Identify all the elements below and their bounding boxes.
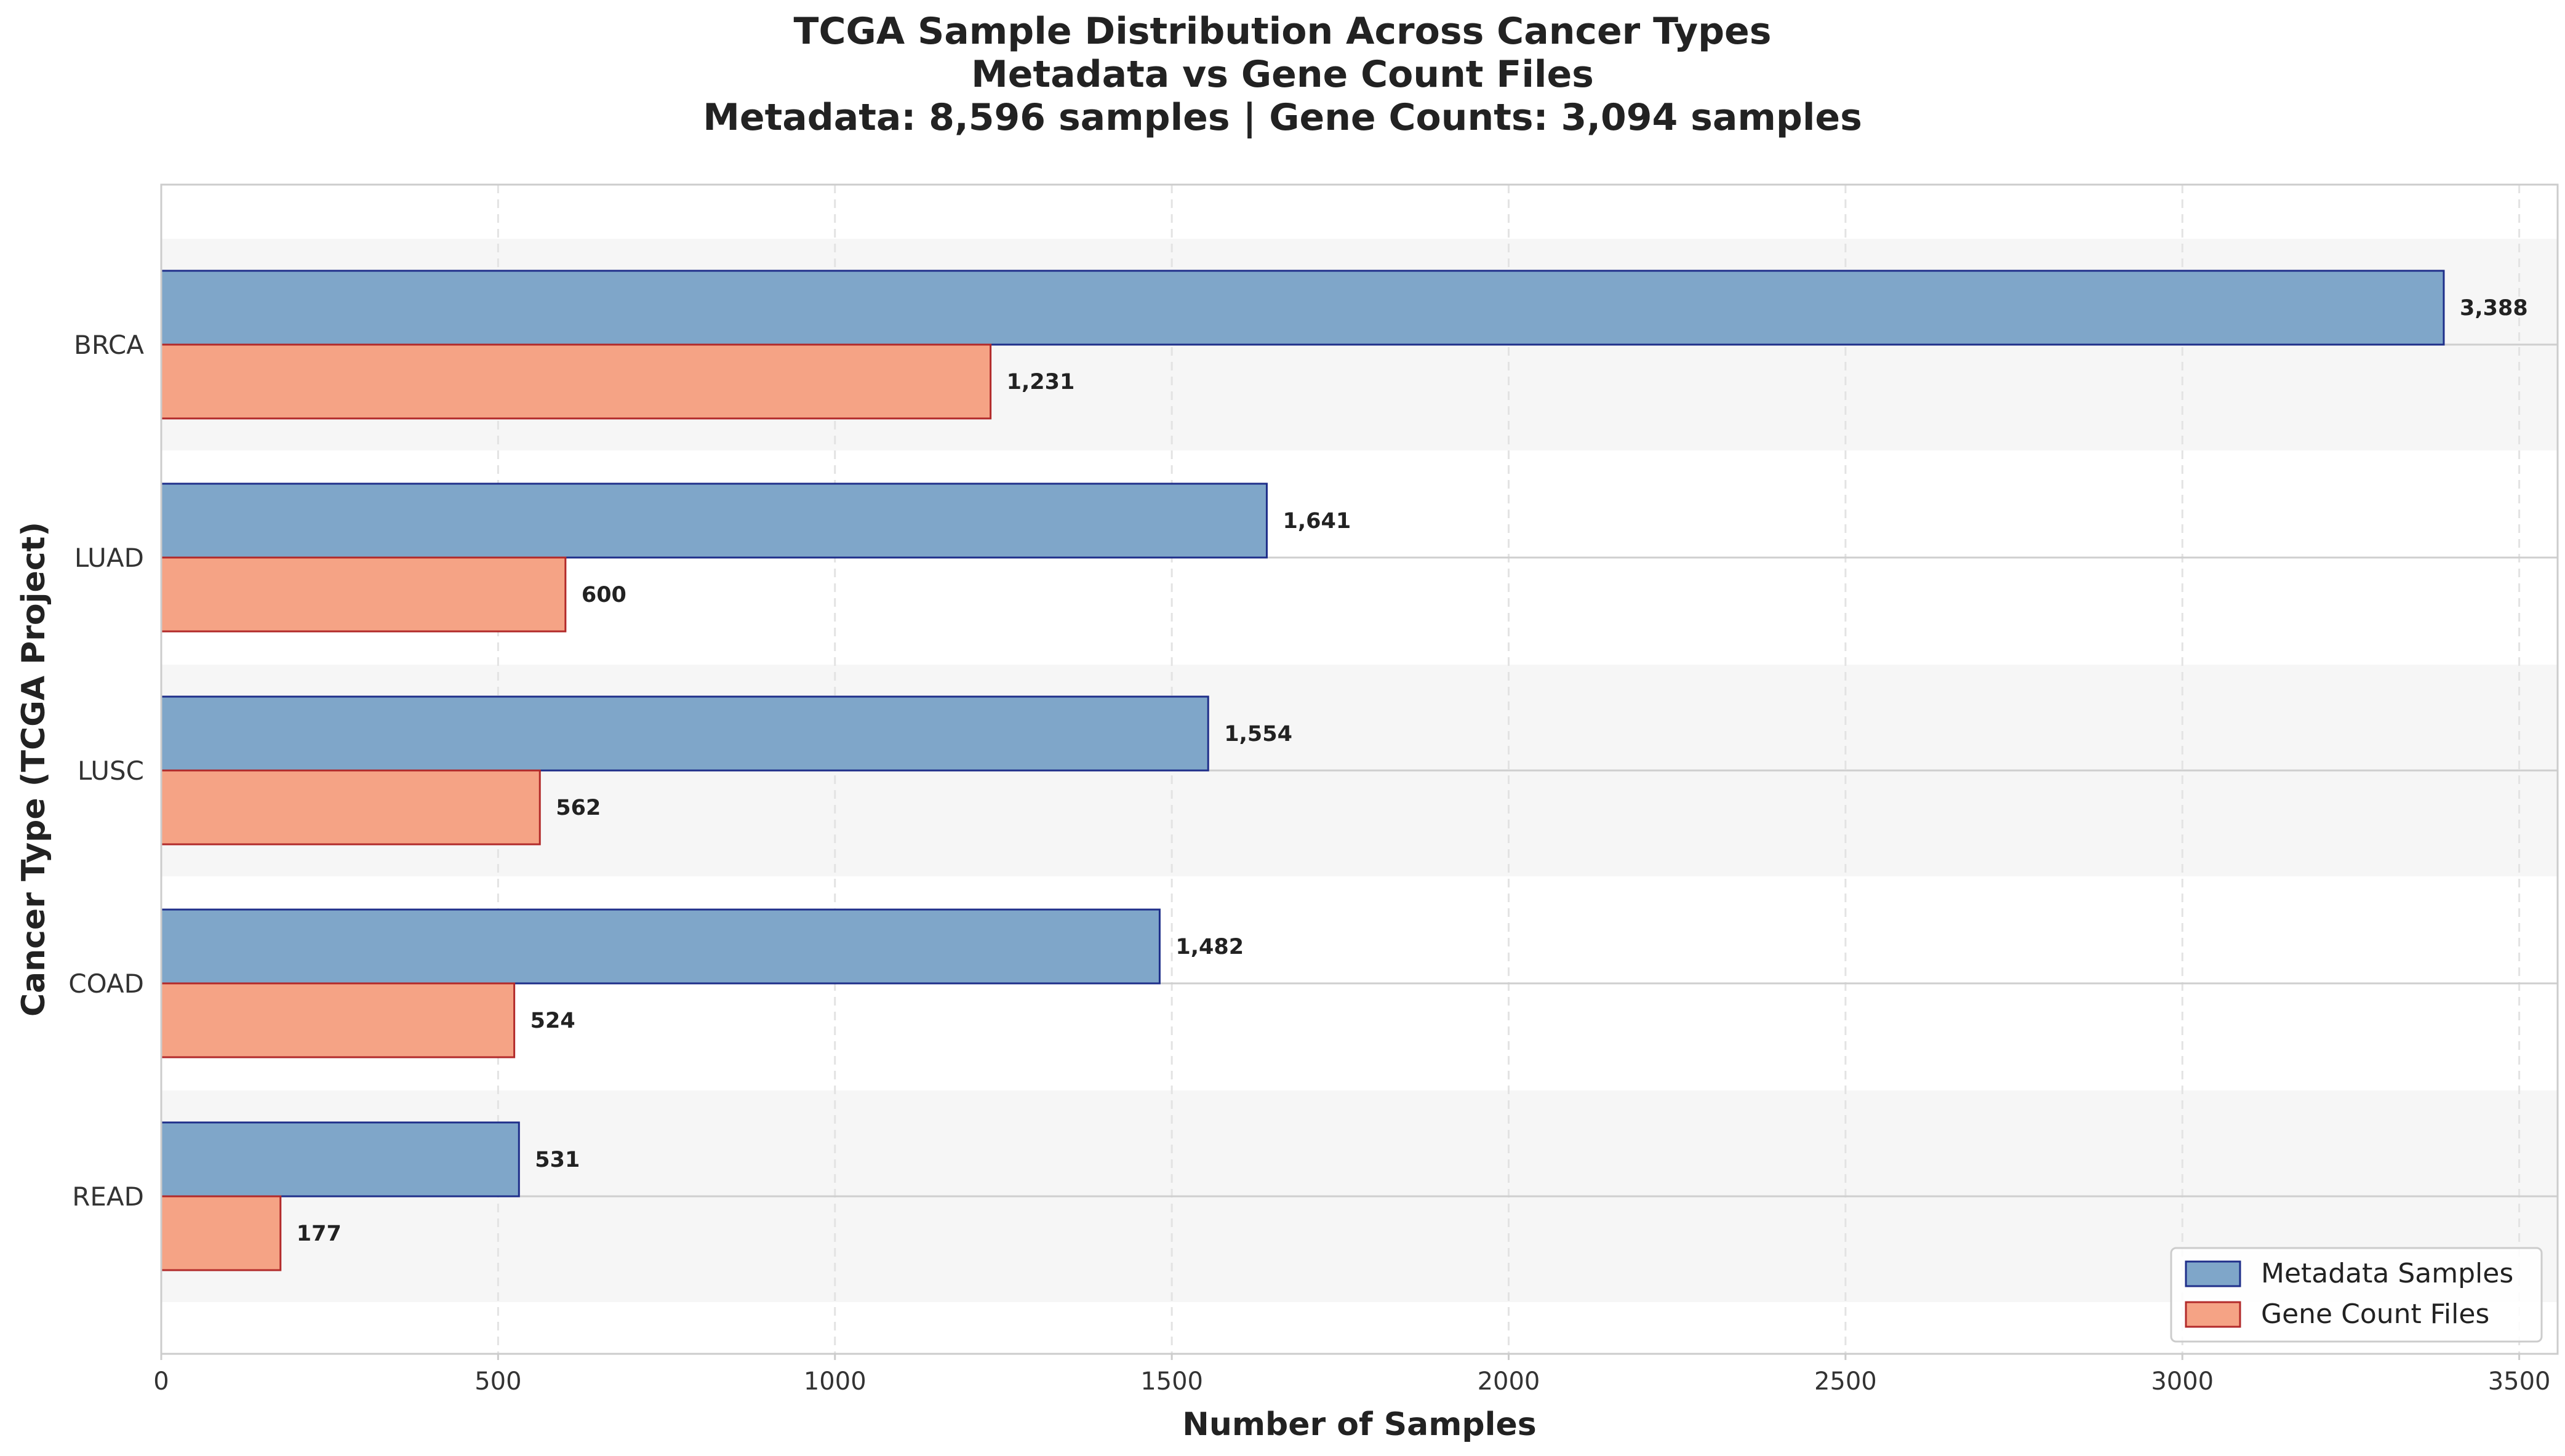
y-category-label-coad: COAD (68, 969, 144, 999)
data-label-gene-counts-coad: 524 (530, 1009, 575, 1033)
x-tick-label-1000: 1000 (804, 1367, 866, 1396)
bar-gene-counts-lusc (160, 769, 541, 846)
plot-frame (160, 183, 2559, 1355)
y-category-label-luad: LUAD (74, 543, 144, 573)
data-label-metadata-brca: 3,388 (2460, 296, 2528, 321)
bar-metadata-coad (160, 908, 1161, 985)
x-tick-label-3500: 3500 (2488, 1367, 2551, 1396)
bar-metadata-luad (160, 482, 1268, 559)
legend-box (2170, 1247, 2543, 1343)
bar-metadata-brca (160, 270, 2445, 346)
y-axis-title: Cancer Type (TCGA Project) (15, 522, 52, 1017)
x-tick-label-2500: 2500 (1814, 1367, 1877, 1396)
y-category-label-brca: BRCA (74, 330, 144, 360)
data-label-gene-counts-brca: 1,231 (1007, 370, 1075, 394)
bar-gene-counts-luad (160, 556, 567, 633)
legend-swatch-gene-counts (2185, 1301, 2241, 1328)
data-label-gene-counts-lusc: 562 (556, 796, 601, 820)
x-tick-label-500: 500 (474, 1367, 521, 1396)
y-category-label-read: READ (72, 1182, 144, 1212)
bar-metadata-lusc (160, 695, 1209, 772)
y-category-label-lusc: LUSC (78, 756, 144, 786)
data-label-metadata-lusc: 1,554 (1224, 722, 1292, 746)
legend: Metadata Samples Gene Count Files (2170, 1247, 2543, 1343)
data-label-gene-counts-luad: 600 (582, 583, 626, 607)
chart-title-line-2: Metadata vs Gene Count Files (971, 53, 1594, 96)
chart-title-line-1: TCGA Sample Distribution Across Cancer T… (793, 10, 1772, 53)
bar-metadata-read (160, 1121, 520, 1198)
legend-swatch-metadata (2185, 1260, 2241, 1287)
chart-title-line-3: Metadata: 8,596 samples | Gene Counts: 3… (703, 96, 1862, 139)
bar-gene-counts-read (160, 1195, 282, 1271)
bar-gene-counts-brca (160, 343, 992, 420)
x-axis-title: Number of Samples (1182, 1406, 1536, 1443)
x-tick-label-1500: 1500 (1140, 1367, 1203, 1396)
data-label-gene-counts-read: 177 (297, 1222, 342, 1246)
data-label-metadata-luad: 1,641 (1282, 509, 1351, 534)
x-tick-label-3000: 3000 (2151, 1367, 2214, 1396)
bar-gene-counts-coad (160, 982, 516, 1058)
x-tick-label-0: 0 (153, 1367, 169, 1396)
x-tick-label-2000: 2000 (1478, 1367, 1540, 1396)
legend-label-gene-counts: Gene Count Files (2261, 1298, 2489, 1330)
legend-label-metadata: Metadata Samples (2261, 1258, 2513, 1289)
data-label-metadata-read: 531 (535, 1148, 580, 1172)
data-label-metadata-coad: 1,482 (1175, 935, 1244, 959)
